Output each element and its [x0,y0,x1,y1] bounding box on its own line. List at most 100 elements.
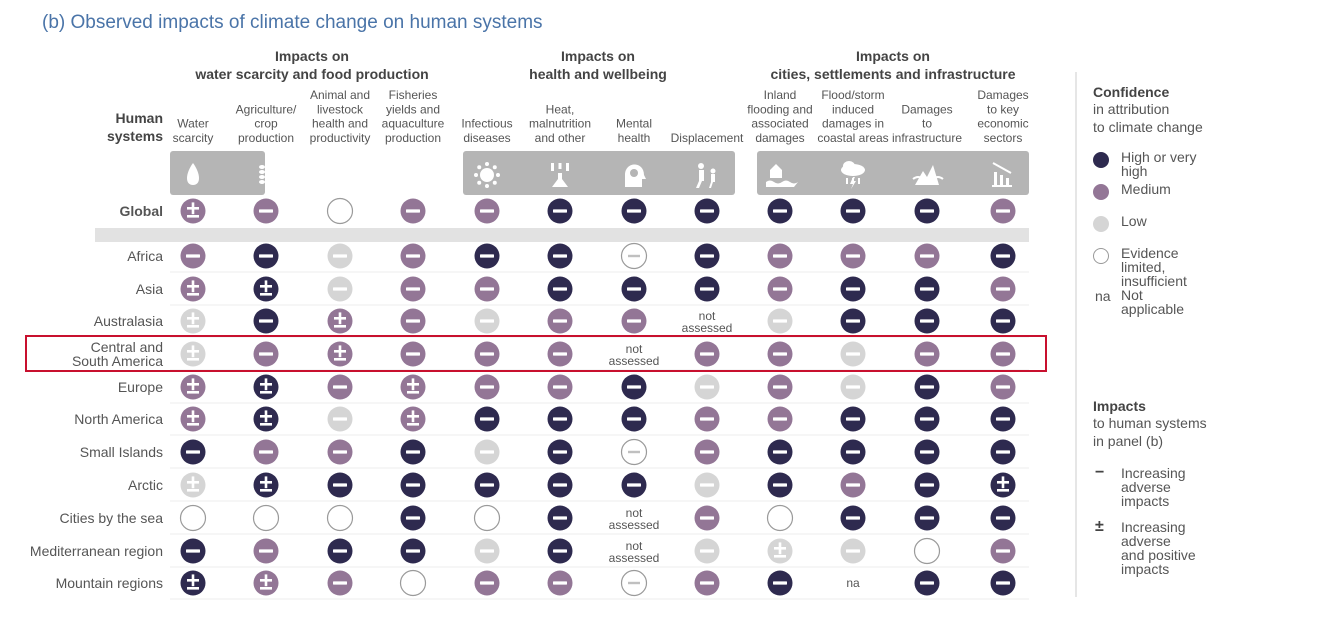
confidence-legend-item-1: High or very high [1093,148,1203,180]
cell-r11-c5-minus-mark [480,549,494,553]
group-header-2-line-2: health and wellbeing [529,66,667,82]
impacts-legend-label-line: adverse [1121,533,1171,549]
cell-r8-c9-minus-mark [773,450,787,454]
cell-r3-c2-plus-mark-vertical [264,280,268,293]
column-header-9: damages [755,131,804,145]
cell-r5-c12-minus-mark [996,352,1010,356]
page-title: (b) Observed impacts of climate change o… [42,12,543,33]
cell-r8-c12-minus-mark [996,450,1010,454]
cell-r7-c4-minus-mark [407,423,419,426]
storm-icon [841,161,865,189]
cell-r3-c6-minus-mark [553,287,567,291]
column-header-12: Damages [977,88,1028,102]
impacts-legend-item-1: − Increasing adverse impacts [1093,464,1207,518]
cell-r6-c1-plus-mark-vertical [191,378,195,391]
cell-r6-c10-minus-mark [846,385,860,389]
column-header-4: production [385,131,441,145]
virus-icon [474,162,500,188]
cell-r2-c2-minus-mark [259,254,273,258]
cell-r8-c4-minus-mark [406,450,420,454]
cell-r2-c10-minus-mark [846,254,860,258]
cell-r3-c10-minus-mark [846,287,860,291]
cell-r5-c3-plus-mark-vertical [338,345,342,358]
cell-r11-c1-minus-mark [186,549,200,553]
cell-r6-c8-minus-mark [700,385,714,389]
group-header-2-line-1: Impacts on [561,48,635,64]
impacts-legend-item-2: ± Increasing adverse and positive impacts [1093,518,1207,586]
cell-r6-c2-minus-mark [260,391,272,394]
cell-r5-c4-minus-mark [406,352,420,356]
cell-r7-c11-minus-mark [920,417,934,421]
confidence-legend-item-5: na Not applicable [1093,286,1203,318]
cell-r4-c7-minus-mark [627,319,641,323]
cell-r2-c1-minus-mark [186,254,200,258]
cell-r8-c6-minus-mark [553,450,567,454]
cell-r6-c6-minus-mark [553,385,567,389]
cell-r4-c5-minus-mark [480,319,494,323]
fish-icon [401,169,431,181]
impacts-legend-label-line: Increasing [1121,519,1186,535]
column-header-7: health [618,131,651,145]
column-header-9: associated [751,117,808,131]
cell-r10-c3-dot [326,504,354,532]
cell-r4-c9-minus-mark [773,319,787,323]
cell-r5-c3-minus-mark [334,358,346,361]
cell-r10-c5-dot [473,504,501,532]
cell-r5-c6-minus-mark [553,352,567,356]
cell-r6-c4-minus-mark [407,391,419,394]
cell-r2-c11-minus-mark [920,254,934,258]
cell-r4-c11-minus-mark [920,319,934,323]
group-header-3-line-2: cities, settlements and infrastructure [770,66,1015,82]
cell-r10-c7-not-assessed-line-1: not [626,506,643,520]
cell-r11-c12-minus-mark [996,549,1010,553]
cell-r7-c1-minus-mark [187,423,199,426]
cell-r4-c1-minus-mark [187,325,199,328]
confidence-legend-label-line: Not applicable [1121,287,1185,317]
group-header-1-line-1: Impacts on [275,48,349,64]
impacts-legend-label: Increasing adverse impacts [1121,466,1186,508]
cell-r3-c5-minus-mark [480,287,494,291]
cell-r1-c5-minus-mark [480,209,494,213]
cell-r9-c7-minus-mark [627,483,641,487]
confidence-legend-subtitle-line-2: to climate change [1093,119,1203,135]
column-header-2: crop [254,117,278,131]
cell-r5-c8-minus-mark [700,352,714,356]
column-header-3: Animal and [310,88,370,102]
cell-r1-c2-minus-mark [259,209,273,213]
region-separator-band [95,228,1029,242]
column-header-5: diseases [463,131,510,145]
confidence-legend-label-line: Low [1121,213,1147,229]
column-header-1: scarcity [173,131,214,145]
cell-r7-c7-minus-mark [627,417,641,421]
not-applicable-symbol: na [1095,288,1111,304]
confidence-swatch [1093,248,1109,264]
impacts-legend-label-line: adverse [1121,479,1171,495]
cell-r3-c12-minus-mark [996,287,1010,291]
cell-r2-c12-minus-mark [996,254,1010,258]
displacement-icon [696,163,716,188]
cell-r7-c10-minus-mark [846,417,860,421]
cell-r1-c4-minus-mark [406,209,420,213]
cell-r10-c9-dot [766,504,794,532]
cell-r6-c5-minus-mark [480,385,494,389]
row-label-1: Global [119,203,163,219]
row-label-11: Mediterranean region [30,543,163,559]
cell-r7-c8-minus-mark [700,417,714,421]
cell-r11-c7-not-assessed-line-1: not [626,539,643,553]
cell-r4-c6-minus-mark [553,319,567,323]
column-header-9: flooding and [747,102,812,116]
cell-r12-c3-minus-mark [333,581,347,585]
cell-r9-c5-minus-mark [480,483,494,487]
cell-r1-c1-plus-mark-vertical [191,202,195,215]
column-header-6: malnutrition [529,117,591,131]
cell-r5-c7-not-assessed-line-1: not [626,342,643,356]
impacts-legend-label-line: and positive [1121,547,1196,563]
cell-r11-c9-minus-mark [774,555,786,558]
group-header-3-line-1: Impacts on [856,48,930,64]
cell-r6-c1-minus-mark [187,391,199,394]
legend-panel: Confidence in attribution to climate cha… [1075,72,1315,597]
cell-r12-c5-minus-mark [480,581,494,585]
cell-r10-c10-minus-mark [846,516,860,520]
cell-r5-c10-minus-mark [846,352,860,356]
cell-r1-c3-dot [326,197,354,225]
